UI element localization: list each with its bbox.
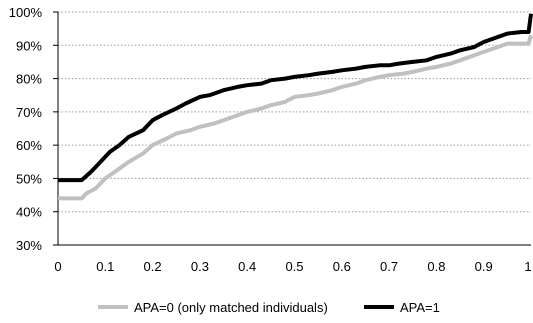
y-tick-label: 30% [16, 238, 42, 253]
legend-label-apa1: APA=1 [400, 300, 440, 315]
y-tick-label: 100% [9, 5, 43, 20]
gridlines [58, 11, 531, 213]
x-tick-label: 0.8 [427, 259, 445, 274]
y-tick-label: 70% [16, 105, 42, 120]
x-tick-label: 0.4 [238, 259, 256, 274]
series-line-apa1 [58, 13, 533, 183]
x-tick-label: 0.1 [96, 259, 114, 274]
legend: APA=0 (only matched individuals) APA=1 [98, 300, 440, 315]
x-tick-label: 0.7 [380, 259, 398, 274]
legend-label-apa0: APA=0 (only matched individuals) [134, 300, 328, 315]
y-tick-label: 50% [16, 171, 42, 186]
x-tick-label: 1 [524, 259, 531, 274]
series-lines [58, 13, 533, 201]
x-tick-label: 0 [54, 259, 61, 274]
series-line-apa0 [58, 34, 533, 201]
y-tick-label: 60% [16, 138, 42, 153]
x-tick-label: 0.3 [191, 259, 209, 274]
x-tick-label: 0.2 [144, 259, 162, 274]
y-tick-label: 40% [16, 205, 42, 220]
x-tick-labels: 0 0.1 0.2 0.3 0.4 0.5 0.6 0.7 0.8 0.9 1 [54, 259, 531, 274]
y-tick-labels: 30% 40% 50% 60% 70% 80% 90% 100% [9, 5, 43, 253]
x-tick-label: 0.5 [285, 259, 303, 274]
axes [53, 11, 531, 246]
y-tick-label: 90% [16, 38, 42, 53]
y-tick-label: 80% [16, 72, 42, 87]
x-tick-label: 0.9 [475, 259, 493, 274]
x-tick-label: 0.6 [333, 259, 351, 274]
